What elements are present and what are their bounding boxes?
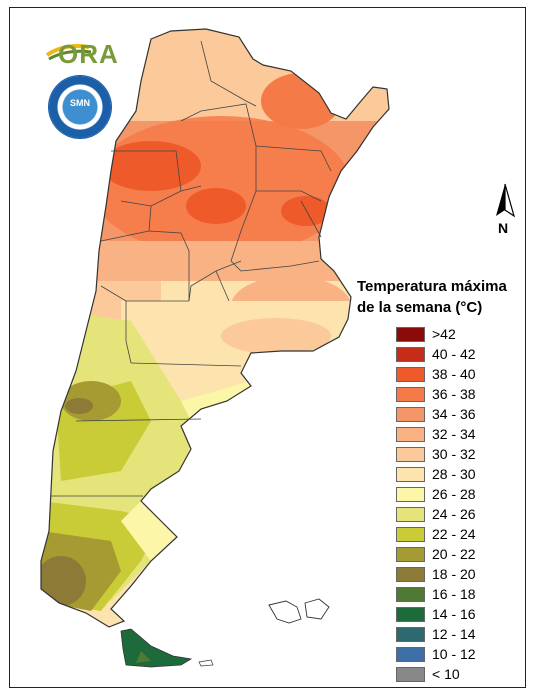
- legend-swatch: [396, 667, 425, 682]
- legend-item: 12 - 14: [396, 625, 526, 645]
- legend-label: 20 - 22: [432, 546, 476, 562]
- country-outline: [40, 28, 390, 628]
- malvinas-islands: [268, 598, 330, 624]
- legend-label: 38 - 40: [432, 366, 476, 382]
- legend-title: Temperatura máxima de la semana (°C): [357, 276, 537, 318]
- legend-label: 36 - 38: [432, 386, 476, 402]
- legend-title-line1: Temperatura máxima: [357, 278, 507, 295]
- province-borders: [51, 40, 332, 497]
- legend-label: 18 - 20: [432, 566, 476, 582]
- legend-label: 40 - 42: [432, 346, 476, 362]
- legend-swatch: [396, 607, 425, 622]
- legend-label: 14 - 16: [432, 606, 476, 622]
- legend-item: 16 - 18: [396, 585, 526, 605]
- tierra-del-fuego: [120, 628, 193, 668]
- legend-item: >42: [396, 325, 526, 345]
- legend-swatch: [396, 427, 425, 442]
- ora-logo-sun-icon: [45, 44, 92, 61]
- legend-item: 24 - 26: [396, 505, 526, 525]
- legend-label: < 10: [432, 666, 460, 682]
- legend-swatch: [396, 447, 425, 462]
- legend-swatch: [396, 407, 425, 422]
- legend-item: 20 - 22: [396, 545, 526, 565]
- legend-label: 34 - 36: [432, 406, 476, 422]
- map-frame: ORA SMN N Temperatura máxima de la seman…: [9, 7, 526, 688]
- legend-item: 28 - 30: [396, 465, 526, 485]
- legend-label: 22 - 24: [432, 526, 476, 542]
- legend-swatch: [396, 647, 425, 662]
- legend-label: 16 - 18: [432, 586, 476, 602]
- legend-swatch: [396, 547, 425, 562]
- legend-label: 24 - 26: [432, 506, 476, 522]
- legend-swatch: [396, 527, 425, 542]
- legend-item: 30 - 32: [396, 445, 526, 465]
- legend: >42 40 - 42 38 - 40 36 - 38 34 - 36 32 - 34 30…: [396, 325, 526, 685]
- ora-logo-text: ORA: [58, 39, 119, 69]
- legend-label: 10 - 12: [432, 646, 476, 662]
- temperature-map: [40, 28, 390, 668]
- legend-label: >42: [432, 326, 456, 342]
- legend-item: 10 - 12: [396, 645, 526, 665]
- legend-swatch: [396, 627, 425, 642]
- legend-item: 38 - 40: [396, 365, 526, 385]
- north-arrow-icon: [496, 183, 516, 218]
- legend-label: 26 - 28: [432, 486, 476, 502]
- seal-text: SMN: [70, 98, 90, 108]
- legend-swatch: [396, 327, 425, 342]
- legend-swatch: [396, 367, 425, 382]
- legend-swatch: [396, 467, 425, 482]
- legend-label: 32 - 34: [432, 426, 476, 442]
- legend-title-line2: de la semana (°C): [357, 299, 483, 316]
- legend-item: 18 - 20: [396, 565, 526, 585]
- legend-swatch: [396, 347, 425, 362]
- legend-item: 22 - 24: [396, 525, 526, 545]
- national-meteorological-service-seal-icon: SMN: [49, 76, 111, 138]
- legend-item: 14 - 16: [396, 605, 526, 625]
- legend-swatch: [396, 387, 425, 402]
- legend-swatch: [396, 507, 425, 522]
- legend-item: 26 - 28: [396, 485, 526, 505]
- legend-label: 28 - 30: [432, 466, 476, 482]
- legend-swatch: [396, 567, 425, 582]
- legend-label: 12 - 14: [432, 626, 476, 642]
- legend-item: 40 - 42: [396, 345, 526, 365]
- legend-swatch: [396, 587, 425, 602]
- legend-item: 32 - 34: [396, 425, 526, 445]
- legend-item: 36 - 38: [396, 385, 526, 405]
- legend-swatch: [396, 487, 425, 502]
- legend-item: < 10: [396, 665, 526, 685]
- legend-item: 34 - 36: [396, 405, 526, 425]
- north-arrow-label: N: [498, 220, 509, 236]
- legend-label: 30 - 32: [432, 446, 476, 462]
